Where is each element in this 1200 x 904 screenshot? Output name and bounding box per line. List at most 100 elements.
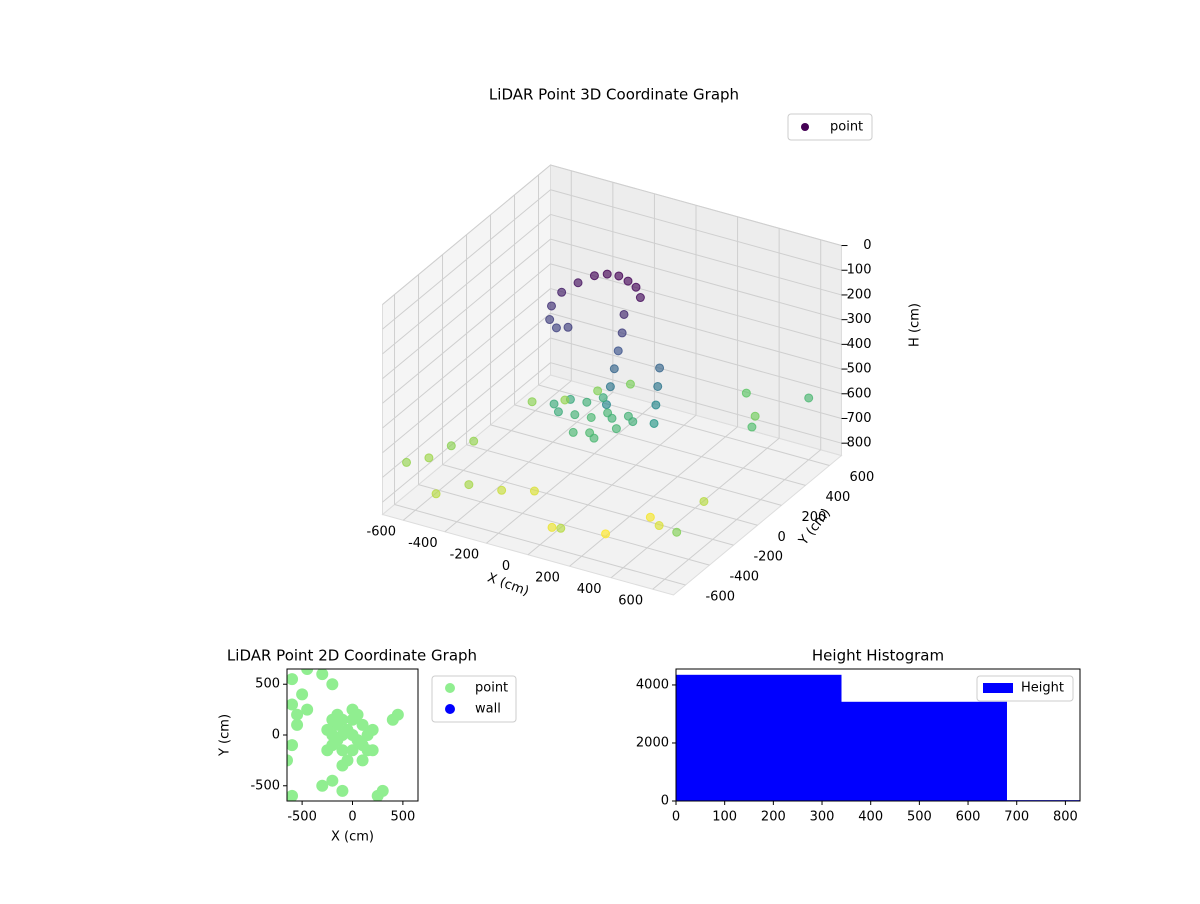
point (625, 379, 635, 389)
z-tick-label: 300 (847, 312, 872, 327)
y-axis-label: Y (cm) (218, 714, 233, 757)
point (296, 688, 309, 701)
grid-line (514, 404, 806, 486)
point (617, 328, 627, 338)
point (287, 739, 299, 752)
point (747, 422, 757, 432)
point (602, 269, 612, 279)
point (287, 673, 299, 686)
z-tick-label: 0 (863, 238, 871, 253)
point (402, 457, 412, 467)
y-tick-label: -400 (729, 570, 759, 585)
y-tick-label: -500 (250, 778, 280, 793)
x-tick-label: 200 (761, 810, 786, 825)
point (605, 382, 615, 392)
point (589, 433, 599, 443)
x-tick-label: 600 (618, 594, 643, 609)
grid-line (382, 337, 551, 478)
z-tick-label: 200 (847, 287, 872, 302)
point (527, 397, 537, 407)
point (316, 779, 329, 792)
z-tick-label: 800 (847, 436, 872, 451)
point (653, 381, 663, 391)
point (366, 744, 379, 757)
grid-line (550, 362, 842, 444)
x-axis-label: X (cm) (485, 571, 531, 600)
point (619, 309, 629, 319)
z-tick-label: 600 (847, 386, 872, 401)
grid-line (418, 484, 710, 566)
point (529, 486, 539, 496)
point (804, 393, 814, 403)
grid-line (550, 189, 842, 271)
point (623, 276, 633, 286)
legend (976, 675, 1074, 702)
point (741, 388, 751, 398)
grid-line (550, 164, 842, 247)
grid-line (550, 288, 842, 370)
point (651, 400, 661, 410)
point (469, 436, 479, 446)
z-axis-label: H (cm) (908, 303, 923, 347)
grid-line (394, 504, 686, 586)
point (371, 789, 384, 801)
x-tick-label: 0 (672, 810, 680, 825)
x-tick-label: 400 (858, 810, 883, 825)
grid-line (550, 312, 842, 395)
point (598, 393, 608, 403)
y-tick-label: 2000 (636, 735, 669, 750)
grid-line (490, 424, 782, 506)
grid-line (382, 164, 551, 305)
point (336, 759, 349, 772)
point (497, 485, 507, 495)
point (291, 718, 304, 731)
grid-line (550, 238, 842, 321)
point (356, 754, 369, 767)
point (568, 427, 578, 437)
y-tick-label: 200 (801, 510, 826, 525)
x-tick-label: 700 (1004, 810, 1029, 825)
point (326, 774, 339, 787)
y-tick-label: 4000 (636, 677, 669, 692)
point (614, 271, 624, 281)
y-tick-label: 0 (272, 728, 280, 743)
point (446, 441, 456, 451)
point (589, 271, 599, 281)
grid-line (550, 263, 842, 345)
point (346, 744, 359, 757)
x-tick-label: 800 (1053, 810, 1078, 825)
legend-label: point (830, 120, 863, 135)
x-tick-label: 500 (390, 810, 415, 825)
point (316, 669, 329, 681)
point (346, 703, 359, 716)
point (750, 411, 760, 421)
x-tick-label: 600 (956, 810, 981, 825)
z-tick-label: 500 (847, 362, 872, 377)
z-tick-label: 400 (847, 337, 872, 352)
y-tick-label: 500 (255, 677, 280, 692)
point (563, 322, 573, 332)
point (424, 453, 434, 463)
x-tick-label: -600 (367, 525, 397, 540)
y-tick-label: -600 (705, 590, 735, 605)
point (631, 282, 641, 292)
legend-marker (983, 683, 1013, 693)
point (464, 480, 474, 490)
point (287, 754, 293, 767)
point (336, 784, 349, 797)
point (336, 744, 349, 757)
y-tick-label: 400 (825, 490, 850, 505)
point (601, 529, 611, 539)
legend-label: point (475, 681, 508, 696)
point (547, 522, 557, 532)
point (321, 723, 334, 736)
point (326, 713, 339, 726)
point (301, 669, 314, 675)
point (654, 521, 664, 531)
point (551, 323, 561, 333)
grid-line (442, 464, 734, 546)
z-tick-label: 700 (847, 411, 872, 426)
grid-line (466, 444, 758, 526)
legend (787, 113, 873, 141)
